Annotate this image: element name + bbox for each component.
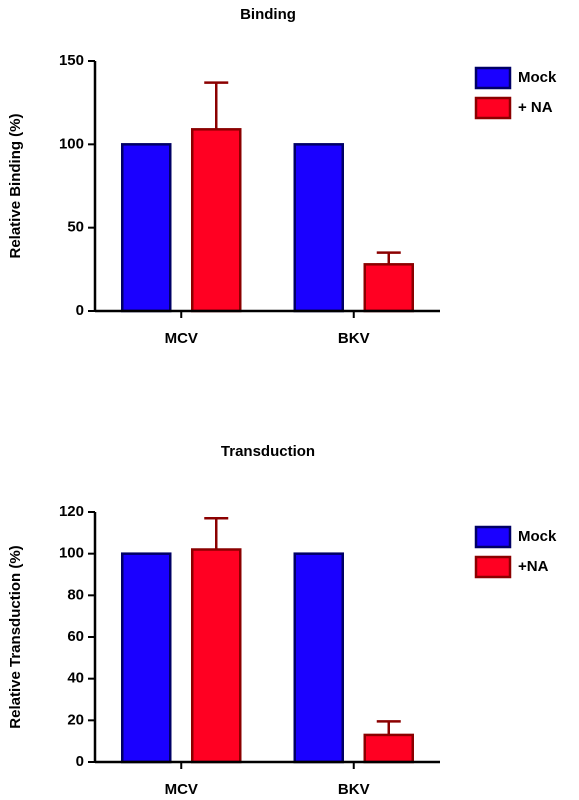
bar [121, 552, 172, 764]
x-tick-label: BKV [338, 330, 370, 347]
legend-swatch [474, 525, 512, 549]
y-tick-label: 20 [67, 711, 84, 728]
chart-title: Binding [240, 6, 296, 23]
y-tick-label: 100 [59, 135, 84, 152]
bar [293, 143, 344, 313]
error-bar [204, 81, 229, 130]
legend-label: +NA [518, 558, 549, 575]
bar [121, 143, 172, 313]
bar [191, 128, 242, 313]
error-bar [204, 517, 229, 550]
y-tick-label: 0 [76, 753, 84, 770]
bar [293, 552, 344, 764]
y-tick-label: 150 [59, 52, 84, 69]
bar [191, 548, 242, 764]
legend-label: Mock [518, 528, 557, 545]
chart-title: Transduction [221, 443, 315, 460]
y-tick-label: 80 [67, 586, 84, 603]
error-bar [376, 251, 401, 265]
y-tick-label: 100 [59, 545, 84, 562]
bar [363, 263, 414, 313]
y-tick-label: 0 [76, 302, 84, 319]
x-tick-label: BKV [338, 781, 370, 798]
bar [363, 733, 414, 764]
legend-label: Mock [518, 69, 557, 86]
legend-swatch [474, 555, 512, 579]
y-tick-label: 40 [67, 670, 84, 687]
legend-swatch [474, 66, 512, 90]
error-bar [376, 720, 401, 735]
x-tick-label: MCV [165, 330, 198, 347]
legend-swatch [474, 96, 512, 120]
y-axis-label: Relative Transduction (%) [7, 545, 24, 728]
y-axis-label: Relative Binding (%) [7, 113, 24, 258]
legend-label: + NA [518, 99, 553, 116]
x-tick-label: MCV [165, 781, 198, 798]
y-tick-label: 50 [67, 219, 84, 236]
y-tick-label: 60 [67, 628, 84, 645]
y-tick-label: 120 [59, 503, 84, 520]
